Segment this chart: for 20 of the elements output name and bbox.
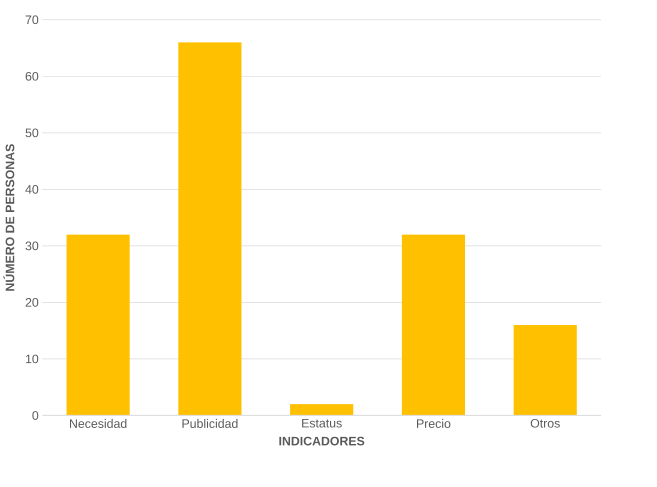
y-tick-label: 50 xyxy=(26,128,38,138)
y-axis-title: NÚMERO DE PERSONAS xyxy=(3,144,14,291)
x-tick-label: Precio xyxy=(416,419,450,428)
x-tick-label: Estatus xyxy=(302,419,342,428)
x-axis-title: INDICADORES xyxy=(279,436,364,446)
y-tick-label: 30 xyxy=(26,242,38,250)
y-tick-label: 0 xyxy=(32,411,38,420)
bar xyxy=(178,42,242,416)
bar xyxy=(290,404,354,416)
y-tick-label: 10 xyxy=(26,354,38,364)
x-tick-label: Otros xyxy=(530,419,560,428)
y-tick-label: 60 xyxy=(26,72,38,81)
bar xyxy=(402,234,466,416)
x-tick-label: Necesidad xyxy=(70,419,126,428)
y-tick-label: 20 xyxy=(26,298,38,307)
y-tick-label: 70 xyxy=(26,16,38,24)
bar xyxy=(66,234,130,416)
x-tick-label: Publicidad xyxy=(182,419,238,428)
y-tick-label: 40 xyxy=(25,185,38,194)
bar xyxy=(514,325,577,416)
